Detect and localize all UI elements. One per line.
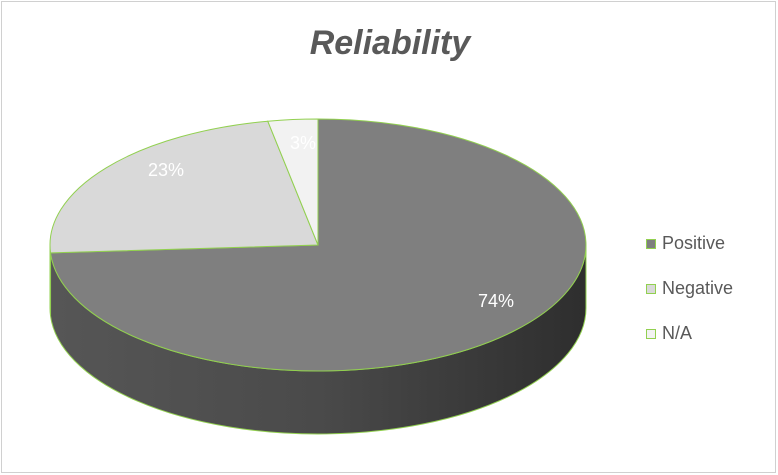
legend-swatch-negative: [646, 283, 656, 294]
legend-item-positive: Positive: [646, 221, 733, 266]
legend-label-negative: Negative: [662, 278, 734, 298]
legend-item-na: N/A: [646, 311, 733, 356]
data-label-negative: 23%: [148, 160, 184, 180]
data-label-positive: 74%: [478, 291, 514, 311]
legend-item-negative: Negative: [646, 266, 733, 311]
pie-slice-n-a: [267, 118, 319, 246]
chart-title: Reliability: [309, 24, 471, 62]
legend-label-na: N/A: [662, 323, 693, 343]
data-label-n-a: 3%: [290, 133, 316, 153]
legend: Positive Negative N/A: [646, 221, 733, 356]
legend-swatch-positive: [646, 238, 656, 249]
legend-swatch-na: [646, 328, 656, 339]
pie-slice-negative: [49, 120, 319, 254]
legend-label-positive: Positive: [662, 233, 726, 253]
